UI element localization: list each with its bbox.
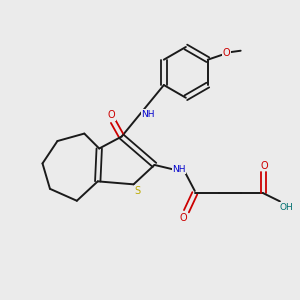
Text: O: O [108, 110, 116, 120]
Text: NH: NH [141, 110, 155, 119]
Text: S: S [134, 186, 140, 196]
Text: O: O [223, 48, 230, 58]
Text: O: O [180, 213, 187, 223]
Text: NH: NH [172, 165, 186, 174]
Text: O: O [260, 161, 268, 171]
Text: OH: OH [280, 203, 293, 212]
